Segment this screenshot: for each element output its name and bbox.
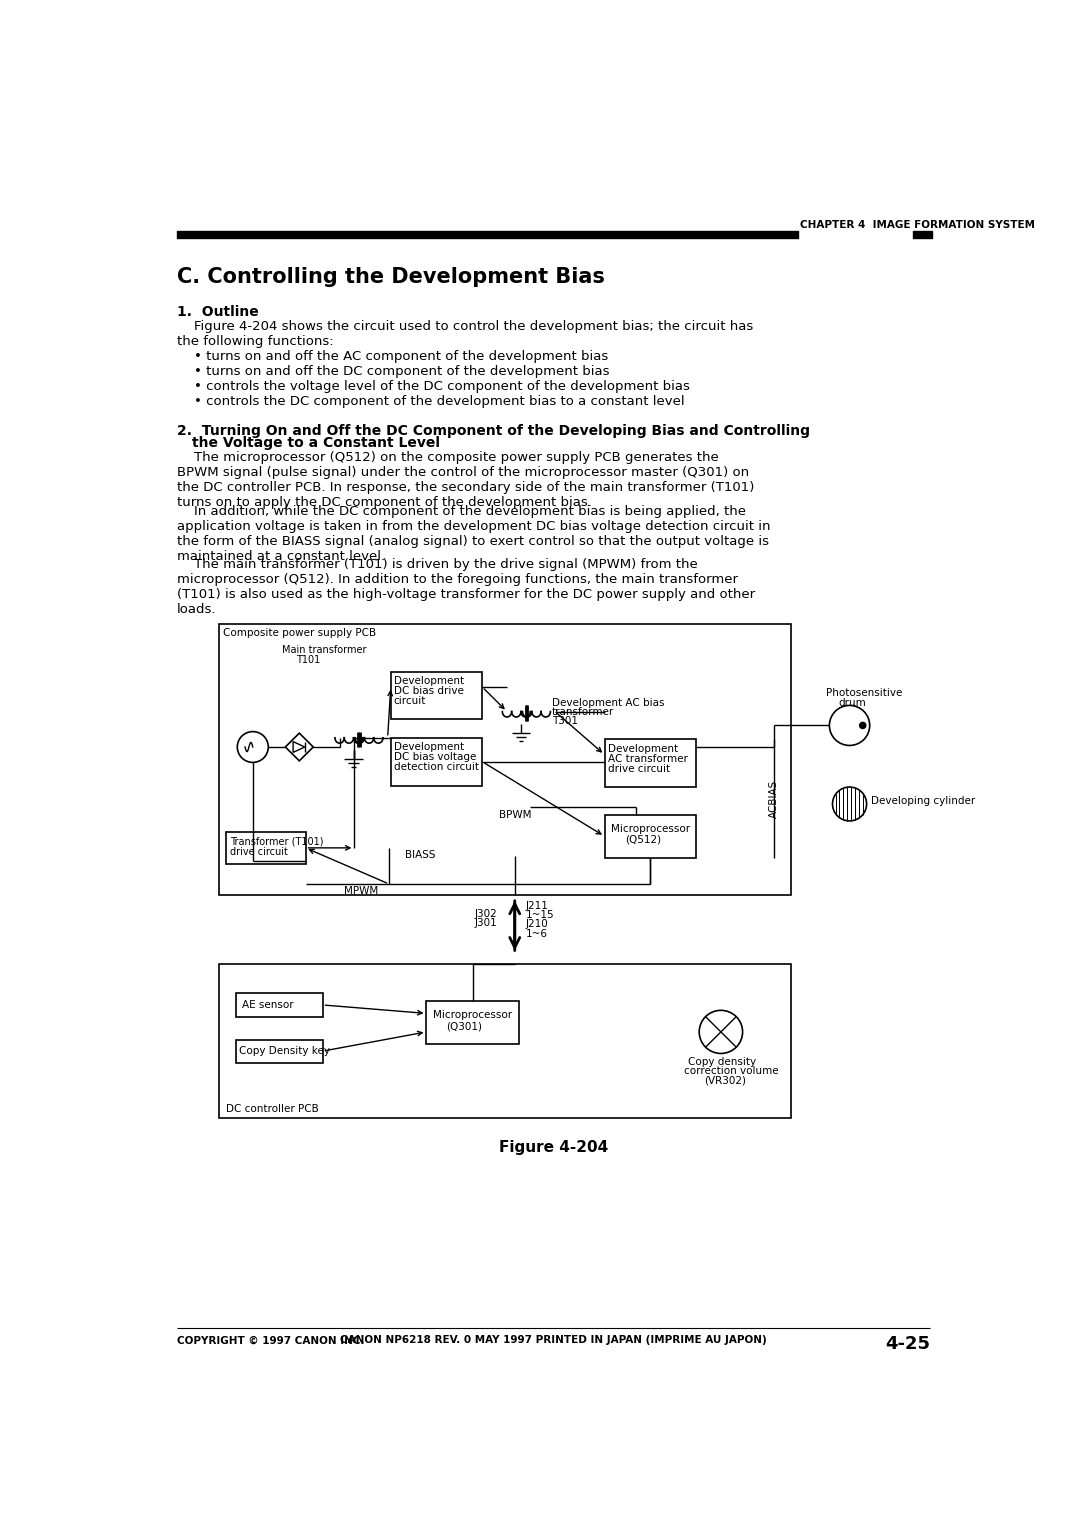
Text: BPWM: BPWM (499, 810, 531, 821)
Text: BIASS: BIASS (405, 850, 435, 860)
Text: transformer: transformer (552, 707, 615, 717)
Text: 1~6: 1~6 (526, 929, 548, 938)
Text: Development AC bias: Development AC bias (552, 698, 664, 707)
Text: (VR302): (VR302) (704, 1076, 746, 1085)
Text: J211: J211 (526, 902, 549, 911)
Bar (235, 993, 323, 1016)
Text: Photosensitive: Photosensitive (826, 689, 903, 698)
Text: DC bias drive: DC bias drive (394, 686, 463, 697)
Text: Copy Density key: Copy Density key (239, 1045, 329, 1056)
Text: Copy density: Copy density (688, 1056, 756, 1067)
Text: 1~15: 1~15 (526, 911, 554, 920)
Text: Developing cylinder: Developing cylinder (872, 796, 975, 807)
Text: C. Controlling the Development Bias: C. Controlling the Development Bias (177, 266, 605, 287)
Text: (Q512): (Q512) (625, 834, 661, 845)
Text: Main transformer: Main transformer (282, 645, 367, 656)
Text: J210: J210 (526, 920, 549, 929)
Bar (218, 623, 791, 895)
Bar (427, 1001, 519, 1044)
Bar (391, 738, 482, 785)
Text: Transformer (T101): Transformer (T101) (230, 836, 323, 847)
Text: J302: J302 (474, 909, 497, 918)
Text: The microprocessor (Q512) on the composite power supply PCB generates the
BPWM s: The microprocessor (Q512) on the composi… (177, 451, 754, 509)
Text: the Voltage to a Constant Level: the Voltage to a Constant Level (192, 435, 441, 449)
Text: (Q301): (Q301) (446, 1021, 483, 1031)
Text: MPWM: MPWM (345, 886, 378, 897)
Text: Figure 4-204: Figure 4-204 (499, 1140, 608, 1155)
Text: CHAPTER 4  IMAGE FORMATION SYSTEM: CHAPTER 4 IMAGE FORMATION SYSTEM (800, 220, 1035, 231)
Text: CANON NP6218 REV. 0 MAY 1997 PRINTED IN JAPAN (IMPRIME AU JAPON): CANON NP6218 REV. 0 MAY 1997 PRINTED IN … (340, 1335, 767, 1345)
Text: drive circuit: drive circuit (608, 764, 670, 775)
Text: AC transformer: AC transformer (608, 753, 688, 764)
Text: circuit: circuit (394, 697, 427, 706)
Text: Figure 4-204 shows the circuit used to control the development bias; the circuit: Figure 4-204 shows the circuit used to c… (177, 321, 753, 408)
Text: Microprocessor: Microprocessor (611, 824, 690, 834)
Text: The main transformer (T101) is driven by the drive signal (MPWM) from the
microp: The main transformer (T101) is driven by… (177, 558, 755, 616)
Bar (605, 814, 697, 857)
Text: In addition, while the DC component of the development bias is being applied, th: In addition, while the DC component of t… (177, 506, 770, 564)
Text: 4-25: 4-25 (886, 1335, 930, 1354)
Text: 1.  Outline: 1. Outline (177, 306, 258, 319)
Text: detection circuit: detection circuit (394, 762, 478, 772)
Bar (235, 1039, 323, 1062)
Circle shape (860, 723, 866, 729)
Text: AE sensor: AE sensor (242, 999, 294, 1010)
Text: T101: T101 (296, 654, 321, 665)
Bar (218, 964, 791, 1118)
Text: T301: T301 (552, 717, 578, 726)
Text: ACBIAS: ACBIAS (769, 779, 779, 817)
Text: correction volume: correction volume (684, 1067, 779, 1076)
Text: COPYRIGHT © 1997 CANON INC.: COPYRIGHT © 1997 CANON INC. (177, 1335, 364, 1345)
Text: J301: J301 (474, 918, 497, 927)
Text: 2.  Turning On and Off the DC Component of the Developing Bias and Controlling: 2. Turning On and Off the DC Component o… (177, 423, 810, 437)
Text: Microprocessor: Microprocessor (433, 1010, 512, 1021)
Text: drum: drum (839, 698, 866, 707)
Bar (391, 671, 482, 720)
Text: DC controller PCB: DC controller PCB (227, 1105, 320, 1114)
Text: Development: Development (394, 743, 464, 752)
Text: DC bias voltage: DC bias voltage (394, 752, 476, 762)
Text: Composite power supply PCB: Composite power supply PCB (224, 628, 377, 637)
Bar (227, 831, 306, 863)
Text: Development: Development (608, 744, 678, 753)
Text: Development: Development (394, 677, 464, 686)
Text: drive circuit: drive circuit (230, 847, 287, 857)
Bar (605, 740, 697, 787)
